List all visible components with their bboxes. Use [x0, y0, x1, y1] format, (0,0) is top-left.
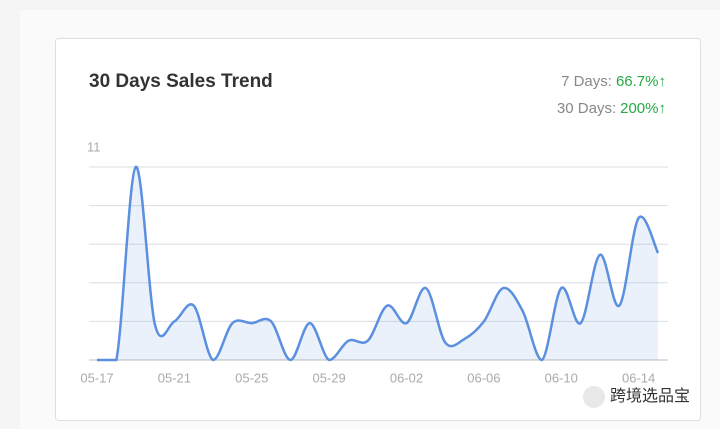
x-tick-label: 06-14 — [622, 370, 655, 385]
stat-value: 66.7%↑ — [616, 73, 666, 90]
stat-value: 200%↑ — [620, 100, 666, 117]
stat-label: 30 Days: — [557, 100, 616, 117]
watermark-group: 跨境选品宝 — [583, 386, 690, 408]
plot: 11 05-17 05-21 05-25 05-29 06-02 06-06 06-10 06-… — [80, 139, 668, 385]
stat: 30 Days: 200%↑ — [557, 100, 666, 117]
x-tick-label: 06-10 — [545, 370, 578, 385]
x-tick-label: 06-06 — [467, 370, 500, 385]
stats: 7 Days: 66.7%↑30 Days: 200%↑ — [557, 73, 666, 117]
x-tick-label: 05-17 — [80, 370, 113, 385]
line — [97, 165, 660, 362]
watermark: 跨境选品宝 — [610, 386, 690, 405]
watermark-icon — [583, 386, 605, 408]
card — [55, 38, 701, 421]
area — [97, 166, 658, 360]
stat-label: 7 Days: — [561, 73, 612, 90]
x-tick-label: 05-21 — [158, 370, 191, 385]
chart-title: 30 Days Sales Trend — [89, 71, 273, 92]
x-tick-label: 05-29 — [313, 370, 346, 385]
x-tick-label: 06-02 — [390, 370, 423, 385]
y-tick-label: 11 — [87, 139, 101, 154]
stat: 7 Days: 66.7%↑ — [561, 73, 666, 90]
x-tick-label: 05-25 — [235, 370, 268, 385]
